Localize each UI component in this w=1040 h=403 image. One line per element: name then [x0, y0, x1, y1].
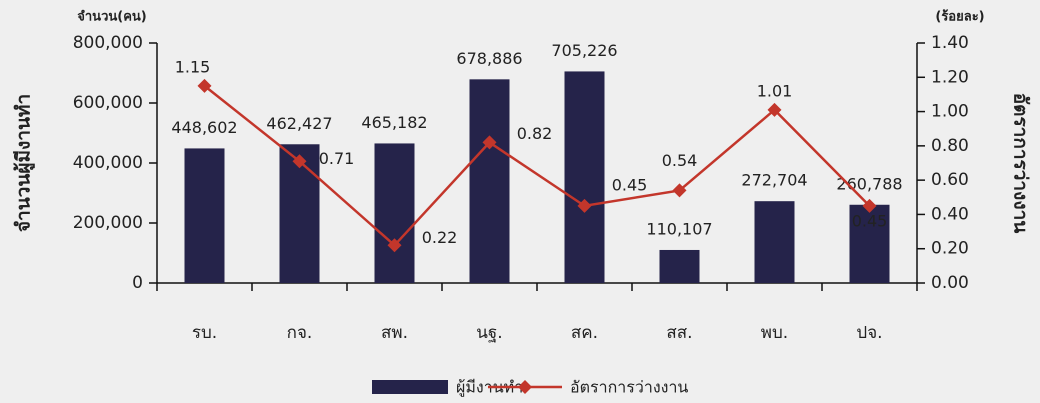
- y2-tick-label: 0.60: [931, 170, 969, 190]
- bar-value-label: 110,107: [646, 219, 712, 238]
- point-value-label: 0.54: [662, 151, 698, 170]
- line-marker: [197, 78, 212, 93]
- bar: [754, 201, 795, 283]
- bar-value-label: 705,226: [551, 41, 617, 60]
- line-marker: [292, 154, 307, 169]
- point-value-label: 0.82: [517, 124, 553, 143]
- bar-value-label: 678,886: [456, 49, 522, 68]
- line-marker: [767, 102, 782, 117]
- bar: [374, 143, 415, 283]
- legend-swatch: [518, 380, 532, 394]
- point-value-label: 0.71: [319, 149, 355, 168]
- x-tick-label: สพ.: [381, 323, 408, 343]
- x-tick-label: รบ.: [192, 323, 217, 343]
- y2-tick-label: 0.40: [931, 204, 969, 224]
- point-value-label: 1.15: [175, 57, 211, 76]
- y2-unit: (ร้อยละ): [935, 9, 984, 25]
- bar: [849, 204, 890, 283]
- y-tick-label: 800,000: [73, 33, 143, 53]
- y-tick-label: 0: [132, 273, 143, 293]
- y2-tick-label: 1.20: [931, 67, 969, 87]
- bar: [184, 148, 225, 283]
- point-value-label: 0.22: [422, 228, 458, 247]
- y-unit: จำนวน(คน): [77, 9, 146, 25]
- y2-tick-label: 0.20: [931, 239, 969, 259]
- point-value-label: 1.01: [757, 81, 793, 100]
- y2-tick-label: 0.00: [931, 273, 969, 293]
- y-tick-label: 600,000: [73, 93, 143, 113]
- bar-value-label: 448,602: [171, 118, 237, 137]
- x-tick-label: ปจ.: [856, 323, 882, 343]
- x-tick-label: กจ.: [287, 323, 313, 343]
- point-value-label: 0.45: [612, 175, 648, 194]
- bar-value-label: 465,182: [361, 113, 427, 132]
- y2-axis-title: อัตราการว่างงาน: [1010, 93, 1032, 234]
- legend-label: อัตราการว่างงาน: [570, 378, 688, 397]
- y-tick-label: 400,000: [73, 153, 143, 173]
- y2-tick-label: 1.40: [931, 33, 969, 53]
- line-marker: [862, 198, 877, 213]
- line-marker: [577, 198, 592, 213]
- y2-tick-label: 0.80: [931, 136, 969, 156]
- line-marker: [482, 135, 497, 150]
- x-tick-label: พบ.: [761, 323, 788, 343]
- y2-tick-label: 1.00: [931, 102, 969, 122]
- bar: [469, 79, 510, 283]
- bar: [659, 249, 700, 283]
- y-axis-title: จำนวนผู้มีงานทำ: [13, 94, 36, 232]
- legend-swatch: [372, 380, 448, 394]
- bar: [564, 71, 605, 284]
- y-tick-label: 200,000: [73, 213, 143, 233]
- point-value-label: 0.45: [852, 211, 888, 230]
- line: [203, 84, 871, 248]
- bar-value-label: 272,704: [741, 171, 807, 190]
- x-tick-label: สค.: [571, 323, 598, 343]
- line-marker: [387, 238, 402, 253]
- x-tick-label: สส.: [666, 323, 692, 343]
- bar-value-label: 462,427: [266, 114, 332, 133]
- x-tick-label: นฐ.: [476, 323, 502, 343]
- line-marker: [672, 183, 687, 198]
